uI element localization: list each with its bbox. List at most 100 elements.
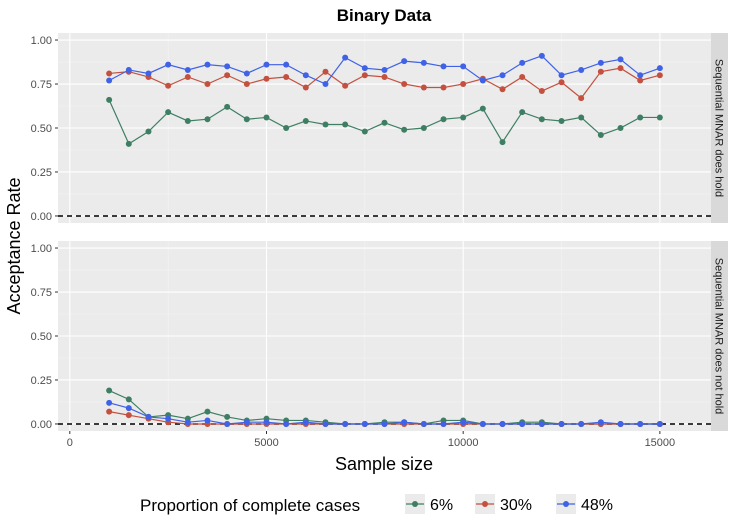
data-point xyxy=(361,72,368,79)
data-point xyxy=(263,61,270,68)
data-point xyxy=(145,413,152,420)
data-point xyxy=(106,77,113,84)
data-point xyxy=(460,63,467,70)
data-point xyxy=(420,125,427,131)
data-point xyxy=(440,420,447,427)
data-point xyxy=(283,125,290,131)
data-point xyxy=(578,66,585,73)
data-point xyxy=(283,61,290,68)
data-point xyxy=(184,73,191,80)
y-tick-label: 0.25 xyxy=(31,375,52,387)
data-point xyxy=(519,59,526,66)
panel-1: 0.00 0.25 0.50 0.75 1.00 Sequential MNAR does… xyxy=(31,33,728,223)
data-point xyxy=(283,73,290,80)
data-point xyxy=(322,81,329,88)
data-point xyxy=(538,420,545,427)
facet-panels: 0.00 0.25 0.50 0.75 1.00 Sequential MNAR does… xyxy=(31,33,728,431)
data-point xyxy=(499,72,506,79)
data-point xyxy=(440,84,447,91)
data-point xyxy=(420,84,427,91)
y-tick-label: 0.75 xyxy=(31,287,52,299)
data-point xyxy=(440,116,447,123)
facet-strip xyxy=(711,241,728,431)
data-point xyxy=(578,95,585,102)
y-tick-label: 0.50 xyxy=(31,123,52,135)
panel-2: 0.00 0.25 0.50 0.75 1.00 Sequential MNAR does… xyxy=(31,241,728,431)
data-point xyxy=(460,81,467,88)
data-point xyxy=(479,105,486,112)
data-point xyxy=(302,117,309,124)
chart-title: Binary Data xyxy=(337,6,432,25)
data-point xyxy=(224,413,231,420)
data-point xyxy=(322,68,329,75)
y-tick-label: 0.50 xyxy=(31,331,52,343)
data-point xyxy=(342,54,349,61)
data-point xyxy=(125,66,132,73)
data-point xyxy=(519,420,526,427)
legend-entry-label: 6% xyxy=(430,497,453,514)
data-point xyxy=(558,420,565,427)
data-point xyxy=(204,61,211,68)
data-point xyxy=(184,117,191,124)
data-point xyxy=(342,82,349,89)
data-point xyxy=(558,72,565,79)
data-point xyxy=(106,387,113,394)
data-point xyxy=(224,63,231,70)
y-tick-label: 1.00 xyxy=(31,35,52,47)
data-point xyxy=(302,419,309,426)
legend-key-point xyxy=(482,501,488,507)
data-point xyxy=(656,420,663,427)
x-tick-label: 5000 xyxy=(254,437,278,449)
data-point xyxy=(538,88,545,95)
data-point xyxy=(440,63,447,70)
data-point xyxy=(460,419,467,426)
data-point xyxy=(656,114,663,121)
data-point xyxy=(617,56,624,63)
data-point xyxy=(106,70,113,77)
data-point xyxy=(578,114,585,121)
data-point xyxy=(224,103,231,110)
data-point xyxy=(519,73,526,80)
data-point xyxy=(558,79,565,86)
data-point xyxy=(499,139,506,146)
legend-entry-label: 48% xyxy=(581,497,613,514)
data-point xyxy=(420,59,427,66)
data-point xyxy=(224,72,231,79)
data-point xyxy=(538,52,545,59)
data-point xyxy=(637,72,644,79)
data-point xyxy=(342,420,349,427)
data-point xyxy=(460,114,467,121)
data-point xyxy=(204,81,211,88)
data-point xyxy=(125,412,132,419)
data-point xyxy=(538,116,545,123)
data-point xyxy=(322,420,329,427)
facet-strip-label: Sequential MNAR does hold xyxy=(713,59,725,197)
data-point xyxy=(361,420,368,427)
legend-key-point xyxy=(412,501,418,507)
data-point xyxy=(597,68,604,75)
data-point xyxy=(401,419,408,426)
y-tick-label: 0.00 xyxy=(31,211,52,223)
y-tick-label: 0.25 xyxy=(31,167,52,179)
data-point xyxy=(617,125,624,131)
data-point xyxy=(125,396,132,403)
data-point xyxy=(125,405,132,412)
data-point xyxy=(125,140,132,147)
data-point xyxy=(499,420,506,427)
data-point xyxy=(637,77,644,84)
y-tick-label: 0.75 xyxy=(31,79,52,91)
data-point xyxy=(342,121,349,128)
data-point xyxy=(322,121,329,128)
x-tick-label: 15000 xyxy=(645,437,676,449)
data-point xyxy=(224,420,231,427)
data-point xyxy=(401,81,408,88)
data-point xyxy=(401,126,408,133)
data-point xyxy=(637,420,644,427)
data-point xyxy=(106,408,113,415)
data-point xyxy=(302,84,309,91)
data-point xyxy=(381,66,388,73)
y-axis-title: Acceptance Rate xyxy=(4,177,24,314)
data-point xyxy=(656,65,663,72)
data-point xyxy=(145,70,152,77)
